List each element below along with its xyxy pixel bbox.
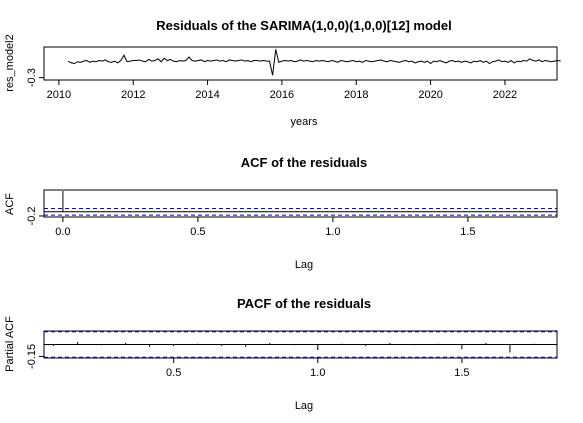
- y-tick-label: -0.15: [26, 344, 38, 369]
- x-tick-label: 1.0: [325, 226, 340, 238]
- acf-marks: [44, 191, 557, 216]
- x-tick-label: 2022: [493, 89, 517, 101]
- x-tick-label: 2010: [47, 89, 71, 101]
- y-tick-label: -0.3: [26, 68, 38, 87]
- residuals-x-axis: 2010 2012 2014 2016 2018 2020 2022: [47, 80, 517, 101]
- pacf-title: PACF of the residuals: [237, 296, 371, 311]
- acf-x-label: Lag: [295, 259, 313, 271]
- pacf-x-label: Lag: [295, 400, 313, 412]
- x-tick-label: 1.5: [460, 226, 475, 238]
- residuals-x-label: years: [291, 116, 318, 128]
- pacf-panel: PACF of the residuals 0.5 1.0 1.5 -0.15 La…: [4, 296, 558, 412]
- pacf-marks: [44, 331, 557, 358]
- pacf-y-label: Partial ACF: [4, 316, 16, 372]
- acf-x-axis: 0.0 0.5 1.0 1.5: [55, 217, 476, 238]
- residuals-title: Residuals of the SARIMA(1,0,0)(1,0,0)[12…: [156, 18, 451, 33]
- acf-y-axis: -0.2: [26, 206, 44, 225]
- acf-panel: ACF of the residuals 0.0 0.5 1.0 1.5 -0.2 L…: [4, 155, 558, 271]
- x-tick-label: 2016: [270, 89, 294, 101]
- residuals-y-label: res_model2: [4, 34, 16, 91]
- residuals-y-axis: -0.3: [26, 68, 44, 87]
- x-tick-label: 2020: [418, 89, 442, 101]
- x-tick-label: 0.5: [166, 367, 181, 379]
- x-tick-label: 0.0: [55, 226, 70, 238]
- x-tick-label: 1.0: [310, 367, 325, 379]
- pacf-x-axis: 0.5 1.0 1.5: [166, 358, 470, 379]
- y-tick-label: -0.2: [26, 206, 38, 225]
- x-tick-label: 1.5: [454, 367, 469, 379]
- acf-y-label: ACF: [4, 193, 16, 215]
- residuals-series-line: [67, 49, 561, 76]
- residuals-plot-frame: [43, 46, 558, 81]
- residuals-marks: [67, 49, 561, 76]
- residuals-panel: Residuals of the SARIMA(1,0,0)(1,0,0)[12…: [4, 18, 561, 128]
- pacf-y-axis: -0.15: [26, 344, 44, 369]
- acf-title: ACF of the residuals: [241, 155, 367, 170]
- x-tick-label: 2018: [344, 89, 368, 101]
- x-tick-label: 0.5: [190, 226, 205, 238]
- x-tick-label: 2014: [195, 89, 219, 101]
- acf-plot-frame: [43, 189, 558, 218]
- x-tick-label: 2012: [121, 89, 145, 101]
